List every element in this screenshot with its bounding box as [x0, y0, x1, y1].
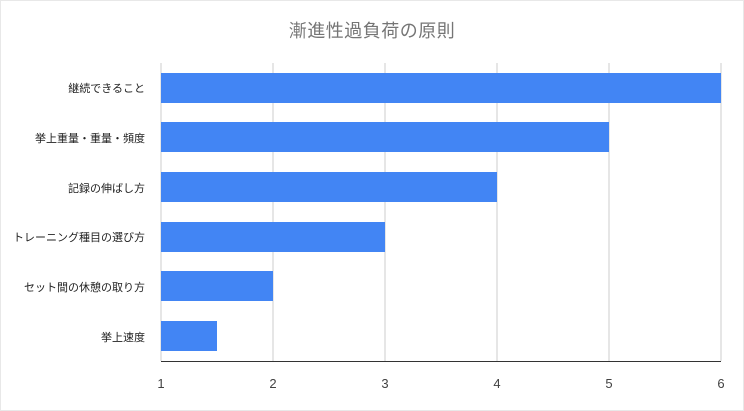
category-axis: 継続できること挙上重量・重量・頻度記録の伸ばし方トレーニング種目の選び方セット間…: [1, 63, 153, 362]
x-tick-label: 4: [493, 376, 501, 391]
category-label: 記録の伸ばし方: [68, 182, 145, 195]
bar-row: [161, 162, 721, 212]
x-tick-label: 1: [157, 376, 165, 391]
chart-title: 漸進性過負荷の原則: [288, 21, 456, 41]
x-tick-label: 5: [605, 376, 613, 391]
bar-row: [161, 63, 721, 113]
bar-row: [161, 212, 721, 262]
x-tick-label: 6: [717, 376, 725, 391]
bar-row: [161, 113, 721, 163]
gridline: [272, 63, 274, 361]
gridline: [608, 63, 610, 361]
bar-row: [161, 262, 721, 312]
category-label: セット間の休憩の取り方: [24, 282, 145, 295]
bar: [161, 221, 385, 252]
bar: [161, 172, 497, 203]
gridline: [160, 63, 162, 361]
bar: [161, 72, 721, 103]
gridline: [496, 63, 498, 361]
bar: [161, 271, 273, 302]
x-tick-label: 2: [269, 376, 277, 391]
bar: [161, 321, 217, 352]
bar: [161, 122, 609, 153]
category-label: 挙上重量・重量・頻度: [35, 132, 145, 145]
bar-row: [161, 311, 721, 361]
x-tick-label: 3: [381, 376, 389, 391]
gridline: [720, 63, 722, 361]
plot-area: [160, 63, 722, 362]
category-label: トレーニング種目の選び方: [13, 232, 145, 245]
gridline: [384, 63, 386, 361]
category-label: 挙上速度: [101, 332, 145, 345]
value-axis: 1 2 3 4 5 6: [157, 376, 725, 392]
category-label: 継続できること: [68, 82, 145, 95]
